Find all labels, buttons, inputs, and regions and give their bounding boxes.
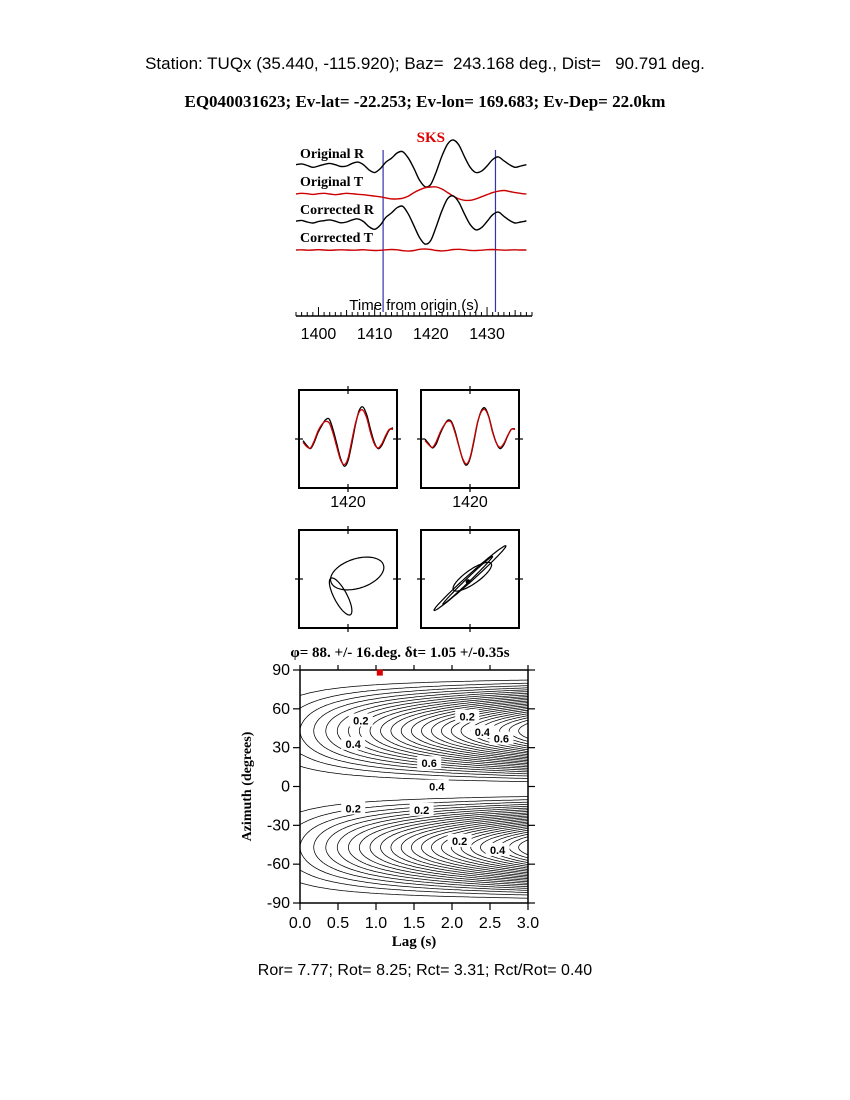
contour-label: 0.2 [460, 712, 475, 724]
time-tick-label: 1430 [469, 326, 505, 343]
contour-line [300, 685, 528, 893]
contour-label: 0.4 [346, 739, 362, 751]
contour-label: 0.4 [475, 727, 491, 739]
trace-label: Original R [300, 147, 365, 162]
contour-label-bg [341, 736, 366, 750]
particle-motion-curve [329, 556, 385, 591]
azimuth-tick-label: 90 [272, 662, 290, 679]
zoom-trace-red [424, 408, 516, 465]
particle-motion-uncorrected [295, 526, 401, 632]
trace-label: Original T [300, 175, 364, 190]
lag-tick-label: 2.5 [479, 915, 501, 932]
trace-original-t [295, 186, 527, 202]
energy-ratios-text: Ror= 7.77; Rot= 8.25; Rct= 3.31; Rct/Rot… [257, 962, 593, 979]
misfit-contour-plot: 0.0 0.5 1.0 1.5 2.0 2.5 3.0 -90 -60 -30 0 30 60 90 Azi… [240, 662, 539, 932]
lag-tick-label: 1.5 [403, 915, 425, 932]
contour-line [400, 700, 528, 878]
time-tick-label: 1410 [357, 326, 393, 343]
contour-line [325, 689, 528, 889]
contour-label-bg [348, 713, 373, 727]
contour-label: 0.4 [490, 845, 506, 857]
event-title: EQ040031623; Ev-lat= -22.253; Ev-lon= 16… [184, 92, 666, 111]
time-tick-label: 1400 [301, 326, 337, 343]
azimuth-tick-label: -60 [267, 856, 290, 873]
zoom-trace-red [302, 409, 394, 466]
lag-tick-label: 1.0 [365, 915, 387, 932]
zoom-left-tick-label: 1420 [330, 494, 366, 511]
contour-label: 0.2 [452, 836, 467, 848]
lag-tick-label: 0.5 [327, 915, 349, 932]
particle-motion-corrected [417, 526, 523, 632]
azimuth-tick-label: 60 [272, 701, 290, 718]
particle-motion-start-dot [465, 579, 471, 585]
contour-label: 0.2 [414, 805, 429, 817]
trace-corrected-t [295, 248, 527, 252]
lag-tick-label: 0.0 [289, 915, 311, 932]
contour-label-bg [489, 731, 514, 745]
azimuth-tick-label: -30 [267, 817, 290, 834]
lag-axis-label: Lag (s) [391, 934, 437, 950]
contour-label-bg [409, 802, 434, 816]
contour-line [336, 691, 528, 887]
contour-line [390, 699, 528, 880]
contour-frame [299, 669, 529, 904]
contour-line [313, 687, 528, 891]
waveform-panel: SKS Original R Original T Corrected R Correc… [295, 130, 533, 343]
lag-tick-label: 3.0 [517, 915, 539, 932]
azimuth-tick-label: 0 [281, 779, 290, 796]
time-tick-label: 1420 [413, 326, 449, 343]
zoom-window-left [295, 386, 401, 492]
contour-line [411, 702, 528, 877]
lag-tick-label: 2.0 [441, 915, 463, 932]
trace-label: Corrected R [300, 203, 375, 218]
azimuth-axis-label: Azimuth (degrees) [240, 731, 255, 841]
contour-label-bg [424, 779, 449, 793]
particle-motion-curve [452, 561, 493, 592]
particle-motion-curve [328, 577, 353, 616]
panel-frame [420, 389, 520, 489]
trace-original-r [295, 139, 527, 188]
contour-line [380, 697, 528, 881]
particle-motion-curve [433, 545, 507, 612]
contour-label-bg [470, 725, 495, 739]
contour-line [460, 709, 528, 869]
station-title: Station: TUQx (35.440, -115.920); Baz= 2… [145, 54, 705, 73]
contour-label-bg [417, 756, 442, 770]
zoom-right-tick-label: 1420 [452, 494, 488, 511]
contour-label: 0.4 [429, 782, 445, 794]
trace-label: Corrected T [300, 231, 374, 246]
contour-label-bg [485, 842, 510, 856]
azimuth-tick-label: 30 [272, 740, 290, 757]
best-solution-marker [376, 669, 383, 676]
contour-label-bg [447, 833, 472, 847]
contour-label: 0.2 [346, 804, 361, 816]
panel-frame [298, 529, 398, 629]
contour-lines [300, 679, 528, 899]
panel-frame [420, 529, 520, 629]
contour-line [300, 679, 528, 899]
time-axis-title: Time from origin (s) [349, 297, 478, 314]
panel-frame [298, 389, 398, 489]
contour-label: 0.6 [494, 734, 509, 746]
azimuth-tick-label: -90 [267, 895, 290, 912]
contour-label-bg [455, 709, 480, 723]
contour-label: 0.6 [422, 758, 437, 770]
splitting-result-title: φ= 88. +/- 16.deg. δt= 1.05 +/-0.35s [290, 645, 510, 661]
particle-motion-curve [442, 555, 494, 606]
trace-corrected-r [295, 195, 527, 245]
phase-label-sks: SKS [417, 130, 445, 146]
contour-line [300, 682, 528, 896]
zoom-window-right [417, 386, 523, 492]
contour-label-bg [341, 801, 366, 815]
contour-label: 0.2 [353, 715, 368, 727]
